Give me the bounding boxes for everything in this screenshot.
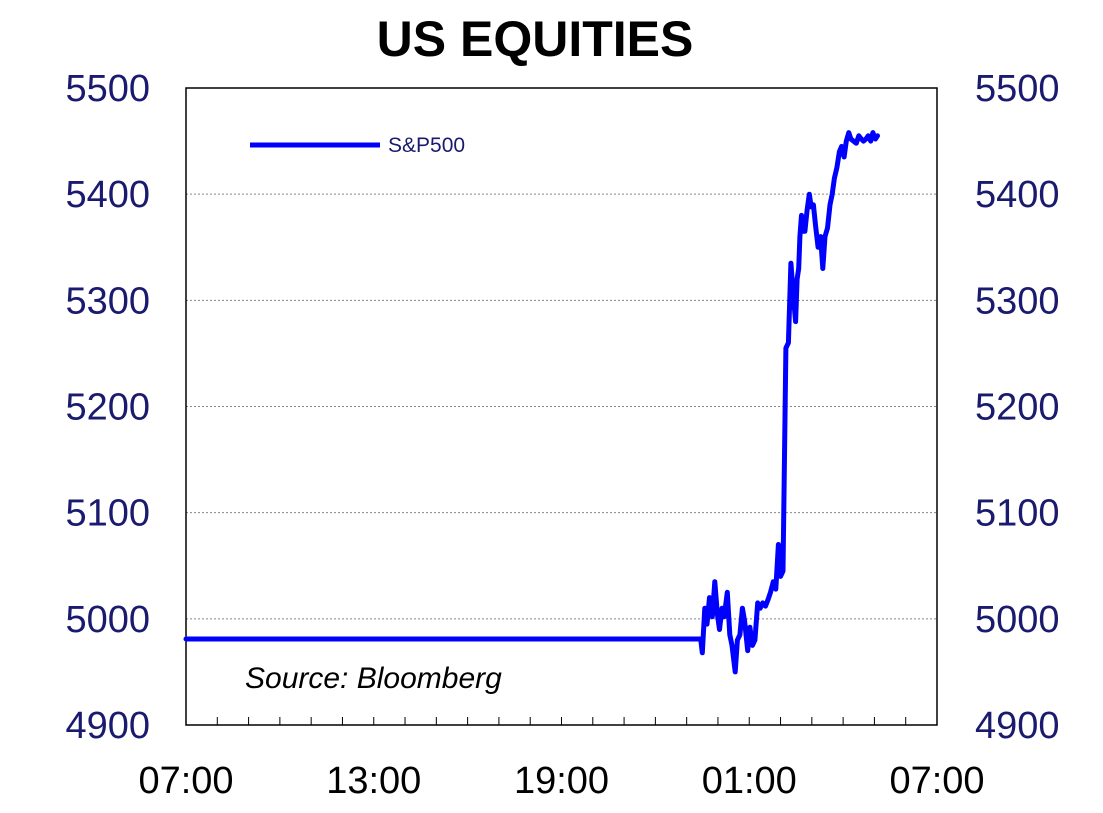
y-tick-label-right: 4900 — [975, 705, 1060, 747]
series-line-sp500 — [183, 130, 880, 675]
y-axis-right-labels: 4900 5000 5100 5200 5300 5400 5500 — [975, 68, 1060, 747]
x-tick-label: 13:00 — [326, 760, 421, 802]
y-tick-label-left: 5400 — [65, 174, 150, 216]
y-tick-label-right: 5500 — [975, 68, 1060, 110]
x-tick-label: 07:00 — [138, 760, 233, 802]
y-tick-label-right: 5400 — [975, 174, 1060, 216]
x-tick-marks — [185, 717, 938, 725]
source-note: Source: Bloomberg — [245, 662, 502, 695]
legend-label-sp500: S&P500 — [388, 134, 465, 157]
y-tick-label-right: 5000 — [975, 599, 1060, 641]
y-tick-label-right: 5200 — [975, 387, 1060, 429]
x-axis-labels: 07:00 13:00 19:00 01:00 07:00 — [138, 760, 984, 802]
y-tick-label-left: 4900 — [65, 705, 150, 747]
y-tick-label-left: 5200 — [65, 387, 150, 429]
grid-lines — [186, 193, 937, 620]
y-tick-label-right: 5100 — [975, 493, 1060, 535]
y-tick-label-left: 5300 — [65, 280, 150, 322]
y-axis-left-labels: 4900 5000 5100 5200 5300 5400 5500 — [65, 68, 150, 747]
y-tick-label-left: 5000 — [65, 599, 150, 641]
x-tick-label: 01:00 — [702, 760, 797, 802]
y-tick-label-left: 5100 — [65, 493, 150, 535]
x-tick-label: 07:00 — [889, 760, 984, 802]
y-tick-label-left: 5500 — [65, 68, 150, 110]
y-tick-label-right: 5300 — [975, 280, 1060, 322]
chart-title: US EQUITIES — [376, 11, 694, 67]
x-tick-label: 19:00 — [514, 760, 609, 802]
